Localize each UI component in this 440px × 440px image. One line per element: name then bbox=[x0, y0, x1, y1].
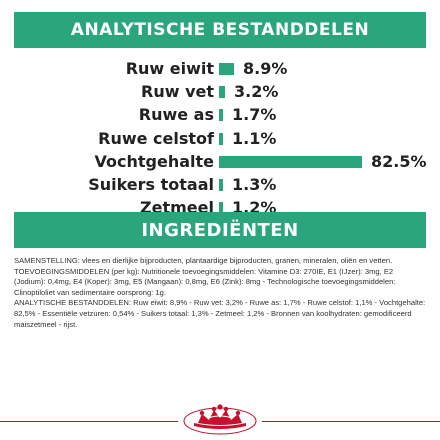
ingredients-text: SAMENSTELLING: vlees en dierlijke bijpro… bbox=[14, 256, 426, 330]
nutrient-value: 1.7% bbox=[232, 105, 277, 125]
nutrient-label: Ruw eiwit bbox=[125, 59, 214, 78]
analysis-title: ANALYTISCHE BESTANDDELEN bbox=[70, 20, 370, 40]
nutrient-bar bbox=[219, 202, 223, 215]
nutrient-label: Ruw vet bbox=[141, 82, 214, 102]
nutrient-value: 1.1% bbox=[232, 128, 277, 148]
nutrient-row: Ruwe celstof 1.1% bbox=[0, 126, 440, 152]
analysis-paragraph: ANALYTISCHE BESTANDDELEN: Ruw eiwit: 8,9… bbox=[14, 298, 426, 329]
nutrient-label: Ruwe celstof bbox=[98, 128, 214, 148]
nutrient-value: 82.5% bbox=[371, 151, 427, 171]
nutrient-bar bbox=[219, 155, 362, 168]
ingredients-title: INGREDIËNTEN bbox=[141, 219, 299, 241]
nutrient-bar bbox=[219, 179, 223, 191]
nutrient-bar bbox=[219, 86, 225, 99]
composition-paragraph: SAMENSTELLING: vlees en dierlijke bijpro… bbox=[14, 256, 393, 265]
nutrient-bar bbox=[219, 132, 223, 145]
nutrient-row: Vochtgehalte 82.5% bbox=[0, 149, 440, 175]
nutrient-label: Ruwe as bbox=[138, 105, 214, 125]
analysis-header: ANALYTISCHE BESTANDDELEN bbox=[14, 12, 426, 48]
nutrient-value: 1.3% bbox=[232, 175, 277, 194]
nutrient-row: Ruw eiwit 8.9% bbox=[0, 56, 440, 82]
nutrient-value: 3.2% bbox=[234, 82, 279, 102]
ingredients-header: INGREDIËNTEN bbox=[14, 212, 426, 248]
nutrient-bar bbox=[219, 109, 223, 122]
nutrient-bar bbox=[219, 63, 234, 75]
nutrient-row: Suikers totaal 1.3% bbox=[0, 172, 440, 198]
royal-canin-crown-logo-icon bbox=[180, 402, 260, 436]
additives-paragraph: TOEVOEGINGSMIDDELEN (per kg): Nutritione… bbox=[14, 266, 396, 297]
nutrient-row: Ruw vet 3.2% bbox=[0, 79, 440, 105]
footer-divider-right bbox=[262, 421, 440, 422]
nutrient-label: Suikers totaal bbox=[88, 175, 214, 194]
footer-divider-left bbox=[0, 421, 178, 422]
nutrient-row: Ruwe as 1.7% bbox=[0, 102, 440, 128]
nutrient-label: Vochtgehalte bbox=[94, 151, 215, 171]
nutrient-value: 8.9% bbox=[243, 59, 288, 78]
